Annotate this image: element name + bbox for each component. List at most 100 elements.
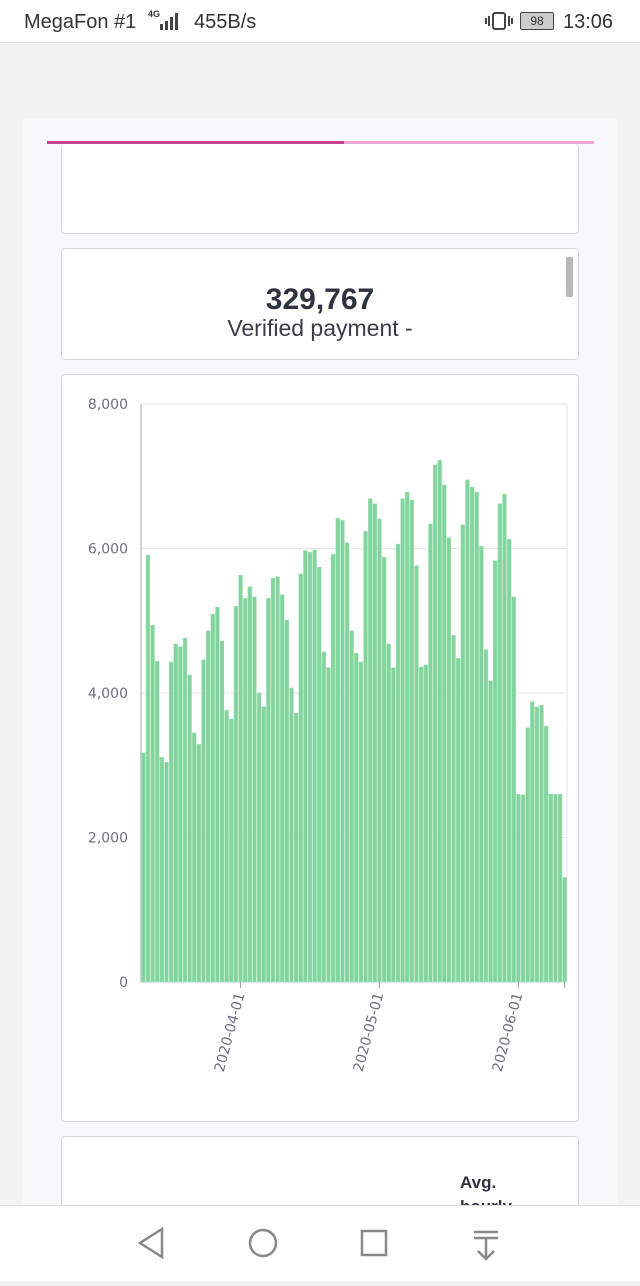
bar bbox=[363, 530, 368, 983]
bar bbox=[548, 793, 553, 983]
bar bbox=[312, 549, 317, 983]
bar bbox=[358, 661, 364, 983]
bar bbox=[437, 460, 442, 983]
bar bbox=[344, 542, 350, 983]
y-tick-label: 8,000 bbox=[88, 397, 128, 413]
bar bbox=[520, 794, 526, 983]
bar bbox=[150, 624, 155, 983]
bar bbox=[229, 718, 234, 983]
bar bbox=[428, 523, 433, 983]
bar bbox=[395, 543, 401, 983]
bar bbox=[511, 596, 516, 983]
bar bbox=[192, 732, 197, 983]
battery: 98 bbox=[520, 12, 554, 30]
bar bbox=[224, 710, 229, 983]
bar bbox=[187, 674, 192, 983]
y-tick-label: 2,000 bbox=[88, 831, 128, 847]
chart: 0 2,000 4,000 6,000 8,000 2020-04-01 2020-05-0… bbox=[88, 397, 568, 1074]
bar bbox=[553, 793, 558, 983]
bar bbox=[233, 606, 239, 983]
bar bbox=[442, 484, 447, 983]
bar bbox=[256, 692, 262, 983]
back-button[interactable] bbox=[137, 1226, 164, 1260]
bar bbox=[168, 661, 174, 983]
y-tick-label: 0 bbox=[119, 975, 128, 991]
time: 13:06 bbox=[563, 11, 614, 33]
nav-icons bbox=[137, 1226, 498, 1261]
bar bbox=[479, 546, 484, 983]
bar bbox=[418, 666, 424, 983]
bar bbox=[423, 664, 428, 983]
bar bbox=[488, 680, 493, 983]
bar bbox=[432, 464, 438, 983]
home-button[interactable] bbox=[248, 1228, 278, 1258]
bar bbox=[543, 725, 549, 983]
bar bbox=[469, 486, 475, 983]
bar bbox=[451, 634, 456, 983]
bar bbox=[317, 567, 322, 983]
bar bbox=[465, 479, 470, 983]
notification-button[interactable] bbox=[474, 1230, 498, 1261]
bar bbox=[386, 643, 391, 983]
y-tick-label: 4,000 bbox=[88, 686, 128, 702]
scrollbar bbox=[566, 257, 573, 297]
bar bbox=[497, 503, 503, 983]
bar bbox=[303, 550, 308, 983]
progress-bar bbox=[47, 141, 344, 144]
bar bbox=[409, 499, 415, 983]
bar bbox=[164, 762, 169, 983]
bar bbox=[400, 498, 405, 983]
bar bbox=[280, 594, 285, 983]
bar bbox=[215, 606, 220, 983]
bar bbox=[289, 687, 294, 983]
bar bbox=[284, 619, 290, 983]
bar bbox=[557, 793, 563, 983]
signal-icon bbox=[160, 13, 178, 30]
bar bbox=[293, 712, 299, 983]
bar bbox=[446, 537, 452, 983]
bar bbox=[307, 551, 313, 983]
carrier: MegaFon #1 bbox=[24, 11, 137, 33]
bar bbox=[506, 538, 512, 983]
bar bbox=[238, 574, 243, 983]
bar bbox=[182, 637, 188, 983]
bar bbox=[196, 744, 202, 983]
bar bbox=[205, 630, 211, 983]
recent-button[interactable] bbox=[360, 1229, 388, 1257]
x-tick-label: 2020-04-01 bbox=[212, 991, 249, 1074]
speed: 455B/s bbox=[194, 11, 257, 33]
bar bbox=[201, 659, 206, 983]
bar bbox=[391, 667, 396, 983]
bar bbox=[178, 646, 183, 983]
bar bbox=[266, 598, 271, 983]
x-tick-label: 2020-06-01 bbox=[490, 991, 527, 1074]
card-heading: Avg. bbox=[460, 1173, 497, 1192]
bar bbox=[354, 653, 359, 983]
nav-bar bbox=[0, 1205, 640, 1281]
bar bbox=[516, 793, 521, 983]
bar bbox=[298, 573, 303, 983]
bar bbox=[219, 640, 225, 983]
bar bbox=[141, 752, 146, 983]
bar bbox=[502, 494, 507, 983]
bar bbox=[377, 518, 382, 983]
bar bbox=[335, 517, 340, 983]
status-bar: MegaFon #1 4G 455B/s 98 13:06 bbox=[0, 0, 640, 43]
bar bbox=[261, 706, 266, 983]
summary-card: 329,767 Verified payment - bbox=[61, 248, 579, 360]
bar bbox=[330, 554, 336, 983]
summary-label: Verified payment - bbox=[227, 315, 413, 341]
bar bbox=[340, 520, 345, 983]
bar bbox=[145, 554, 151, 983]
bar bbox=[483, 649, 489, 983]
bar bbox=[562, 876, 567, 983]
bar bbox=[252, 596, 257, 983]
progress-track bbox=[344, 141, 594, 144]
bar bbox=[155, 660, 160, 983]
bar bbox=[456, 658, 461, 983]
bar bbox=[460, 524, 465, 983]
bar bbox=[210, 613, 215, 983]
bar bbox=[243, 598, 248, 983]
bar bbox=[372, 503, 378, 983]
